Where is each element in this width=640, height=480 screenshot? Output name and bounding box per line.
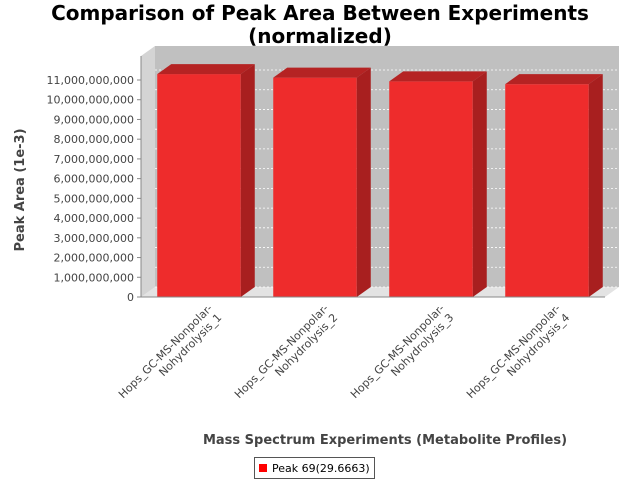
bar-top-3 <box>389 71 487 82</box>
bars <box>157 64 603 298</box>
x-category-3: Hops_GC-MS-Nonpolar-Nohydrolysis_3 <box>348 302 456 401</box>
legend-label: Peak 69(29.6663) <box>272 461 370 475</box>
y-tick-label-6: 6,000,000,000 <box>54 173 134 186</box>
bar-side-2 <box>356 67 371 298</box>
x-axis-title: Mass Spectrum Experiments (Metabolite Pr… <box>203 433 567 448</box>
x-category-2: Hops_GC-MS-Nonpolar-Nohydrolysis_2 <box>232 302 340 401</box>
x-category-4: Hops_GC-MS-Nonpolar-Nohydrolysis_4 <box>464 302 572 401</box>
y-axis-ticks: 0 1,000,000,000 2,000,000,000 3,000,000,000… <box>47 74 141 304</box>
bar-2 <box>273 67 371 298</box>
y-tick-label-7: 7,000,000,000 <box>54 153 134 166</box>
x-category-1: Hops_GC-MS-Nonpolar-Nohydrolysis_1 <box>116 302 224 401</box>
x-category-label-1-line-1: Hops_GC-MS-Nonpolar- <box>116 302 215 401</box>
bar-front-3 <box>389 81 473 297</box>
x-category-label-4-line-1: Hops_GC-MS-Nonpolar- <box>464 302 563 401</box>
legend: Peak 69(29.6663) <box>254 457 375 479</box>
y-tick-label-2: 2,000,000,000 <box>54 252 134 265</box>
bar-front-4 <box>505 84 589 297</box>
x-category-label-3-line-1: Hops_GC-MS-Nonpolar- <box>348 302 447 401</box>
bar-side-1 <box>240 64 255 297</box>
chart-title-line-2: (normalized) <box>248 24 392 48</box>
y-tick-label-4: 4,000,000,000 <box>54 212 134 225</box>
plot-left-wall <box>141 46 155 297</box>
y-tick-label-3: 3,000,000,000 <box>54 232 134 245</box>
x-axis-categories: Hops_GC-MS-Nonpolar-Nohydrolysis_1 Hops_G… <box>116 302 572 401</box>
axes <box>140 56 605 298</box>
bar-top-1 <box>157 64 255 75</box>
y-tick-label-11: 11,000,000,000 <box>47 74 134 87</box>
y-tick-label-9: 9,000,000,000 <box>54 113 134 126</box>
y-axis-title: Peak Area (1e-3) <box>13 128 28 251</box>
x-category-label-2-line-1: Hops_GC-MS-Nonpolar- <box>232 302 331 401</box>
bar-4 <box>505 74 603 297</box>
bar-side-4 <box>588 74 603 297</box>
bar-front-2 <box>273 77 357 298</box>
chart-title: Comparison of Peak Area Between Experime… <box>0 2 640 48</box>
legend-swatch <box>259 464 267 472</box>
y-tick-label-10: 10,000,000,000 <box>47 94 134 107</box>
bar-1 <box>157 64 255 297</box>
y-tick-label-5: 5,000,000,000 <box>54 192 134 205</box>
y-tick-label-8: 8,000,000,000 <box>54 133 134 146</box>
plot-floor <box>141 287 619 297</box>
bar-front-1 <box>157 74 241 297</box>
chart-title-line-1: Comparison of Peak Area Between Experime… <box>51 1 589 25</box>
y-tick-label-1: 1,000,000,000 <box>54 271 134 284</box>
bar-top-4 <box>505 74 603 85</box>
y-tick-label-0: 0 <box>127 291 134 304</box>
bar-side-3 <box>472 71 487 297</box>
bar-top-2 <box>273 67 371 78</box>
bar-3 <box>389 71 487 297</box>
